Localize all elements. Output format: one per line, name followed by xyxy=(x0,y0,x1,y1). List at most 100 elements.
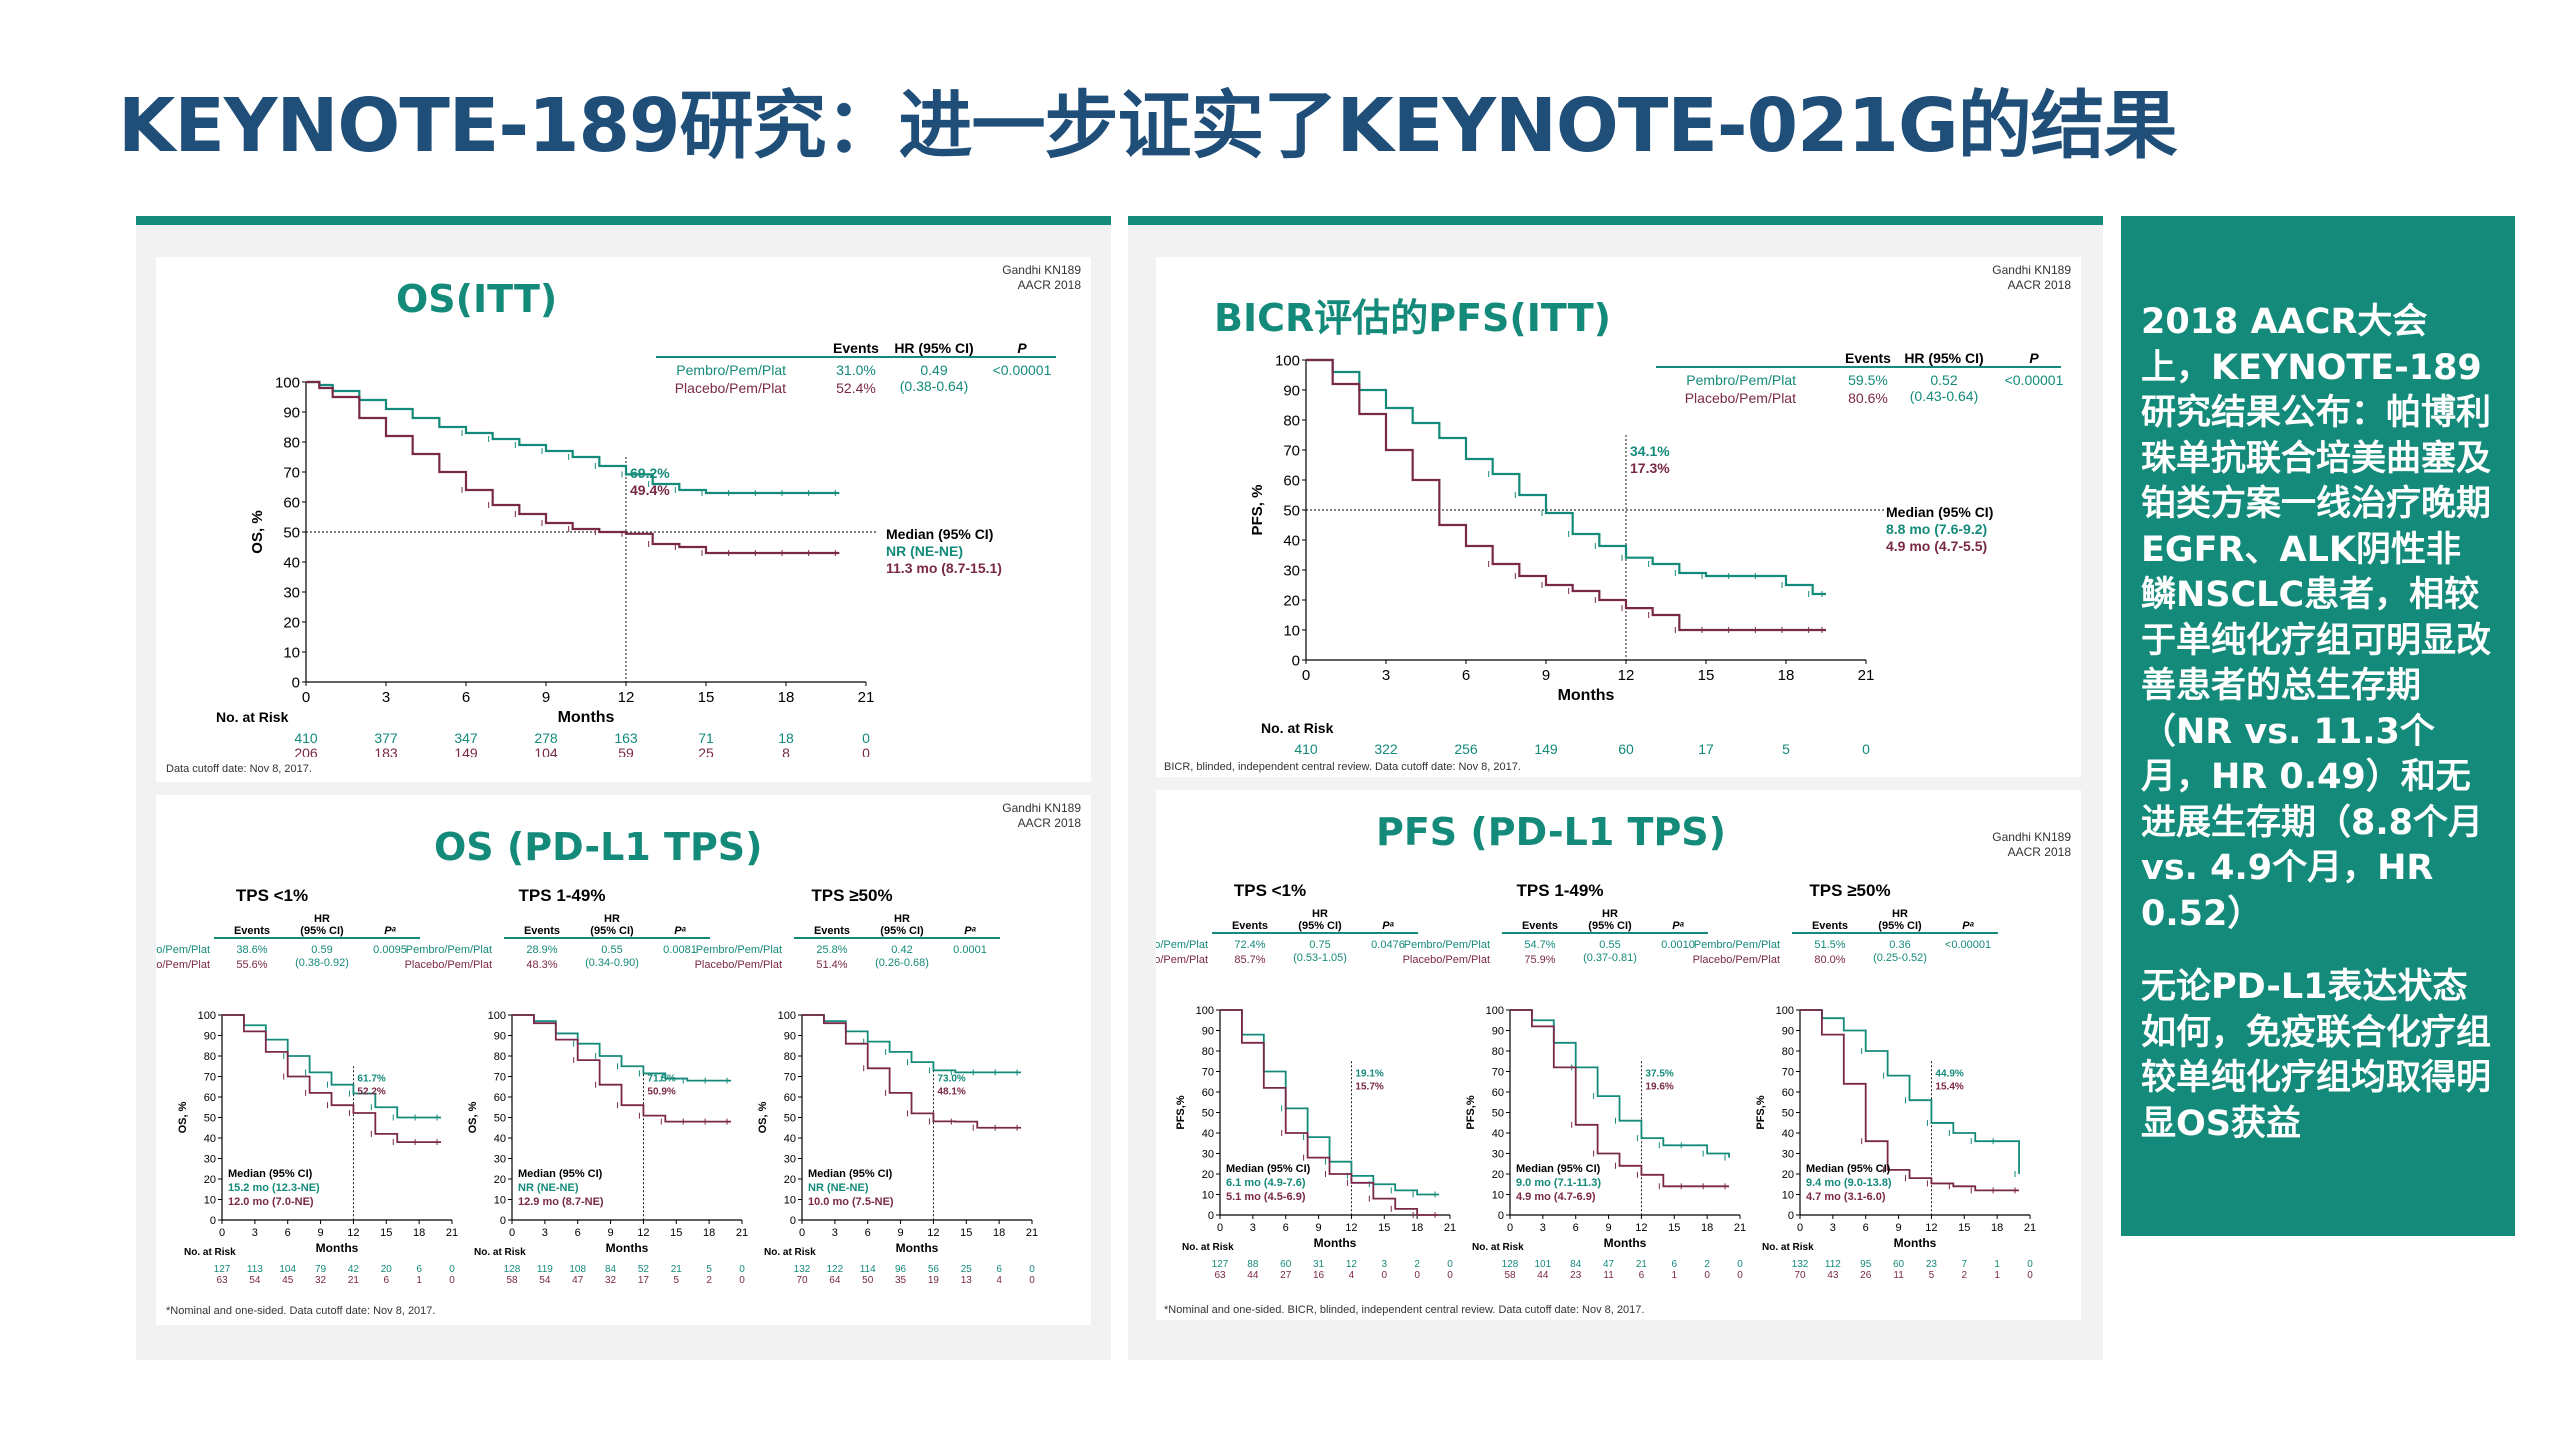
summary-paragraph-2: 无论PD-L1表达状态如何，免疫联合化疗组较单纯化疗组均取得明显OS获益 xyxy=(2141,967,2492,1144)
subplot-title: TPS <1% xyxy=(1234,881,1306,900)
x-tick-label: 12 xyxy=(1635,1222,1647,1234)
at-risk-count: 6 xyxy=(1639,1270,1645,1281)
y-tick-label: 70 xyxy=(204,1071,216,1083)
y-tick-label: 40 xyxy=(204,1133,216,1145)
at-risk-count: 5 xyxy=(674,1275,680,1286)
at-risk-title: No. at Risk xyxy=(1472,1242,1524,1253)
y-tick-label: 10 xyxy=(784,1194,796,1206)
events-value: 48.3% xyxy=(526,959,557,971)
pfs-tps-title: PFS (PD-L1 TPS) xyxy=(1376,810,1727,854)
x-tick-label: 9 xyxy=(1542,667,1550,684)
at-risk-count: 0 xyxy=(1414,1270,1420,1281)
at-risk-count: 35 xyxy=(895,1275,907,1286)
landmark-label: 44.9% xyxy=(1935,1068,1963,1079)
y-tick-label: 40 xyxy=(1202,1128,1214,1140)
series-label: Pembro/Pem/Plat xyxy=(696,944,782,956)
at-risk-count: 84 xyxy=(1570,1259,1582,1270)
p-value: <0.00001 xyxy=(2005,372,2064,388)
os-tps-title: OS (PD-L1 TPS) xyxy=(434,825,763,869)
at-risk-count: 42 xyxy=(348,1264,360,1275)
y-tick-label: 50 xyxy=(204,1112,216,1124)
y-tick-label: 20 xyxy=(784,1174,796,1186)
median-value: 4.7 mo (3.1-6.0) xyxy=(1806,1191,1886,1203)
citation: Gandhi KN189 AACR 2018 xyxy=(1992,830,2071,860)
y-tick-label: 50 xyxy=(784,1112,796,1124)
at-risk-count: 104 xyxy=(279,1264,296,1275)
at-risk-count: 63 xyxy=(216,1275,228,1286)
y-tick-label: 80 xyxy=(283,434,300,451)
events-value: 54.7% xyxy=(1524,939,1555,951)
os-panel: Gandhi KN189 AACR 2018 OS(ITT) Events HR … xyxy=(136,216,1111,1360)
y-tick-label: 80 xyxy=(1202,1046,1214,1058)
y-tick-label: 30 xyxy=(283,584,300,601)
x-tick-label: 6 xyxy=(1283,1222,1289,1234)
table-header: Events xyxy=(833,340,879,356)
x-tick-label: 9 xyxy=(1606,1222,1612,1234)
at-risk-count: 128 xyxy=(1502,1259,1519,1270)
median-header: Median (95% CI) xyxy=(228,1168,313,1180)
slide-title: KEYNOTE-189研究：进一步证实了KEYNOTE-021G的结果 xyxy=(118,83,2178,169)
at-risk-count: 0 xyxy=(1737,1259,1743,1270)
at-risk-count: 149 xyxy=(454,745,478,757)
y-tick-label: 10 xyxy=(204,1194,216,1206)
events-value: 55.6% xyxy=(236,959,267,971)
events-value: 51.5% xyxy=(1814,939,1845,951)
at-risk-count: 0 xyxy=(1029,1264,1035,1275)
table-header: Pᵃ xyxy=(964,925,976,937)
hr-value: 0.55 xyxy=(1599,939,1620,951)
km-curve-pembro xyxy=(1220,1009,1440,1196)
x-tick-label: 6 xyxy=(1863,1222,1869,1234)
y-tick-label: 10 xyxy=(1202,1189,1214,1201)
at-risk-count: 60 xyxy=(1893,1259,1905,1270)
at-risk-count: 0 xyxy=(449,1264,455,1275)
p-value: 0.0476 xyxy=(1371,939,1405,951)
x-tick-label: 15 xyxy=(670,1227,682,1239)
median-value: 9.4 mo (9.0-13.8) xyxy=(1806,1177,1892,1189)
km-curve-placebo xyxy=(1220,1009,1440,1216)
hr-ci: (0.25-0.52) xyxy=(1873,952,1927,964)
at-risk-count: 0 xyxy=(1862,756,1870,757)
median-value: 4.9 mo (4.7-5.5) xyxy=(1886,538,1987,554)
x-tick-label: 21 xyxy=(1444,1222,1456,1234)
y-tick-label: 80 xyxy=(784,1051,796,1063)
median-header: Median (95% CI) xyxy=(1886,504,1993,520)
at-risk-count: 70 xyxy=(1794,1270,1806,1281)
at-risk-count: 0 xyxy=(862,730,870,746)
y-axis-title: OS, % xyxy=(249,510,266,553)
hr-value: 0.42 xyxy=(891,944,912,956)
at-risk-count: 11 xyxy=(1893,1270,1904,1281)
events-value: 80.6% xyxy=(1848,390,1888,406)
y-tick-label: 40 xyxy=(1283,532,1300,549)
at-risk-count: 58 xyxy=(506,1275,518,1286)
y-tick-label: 100 xyxy=(1486,1005,1504,1017)
median-header: Median (95% CI) xyxy=(886,526,993,542)
table-header: HR xyxy=(1892,908,1908,920)
citation: Gandhi KN189 AACR 2018 xyxy=(1002,801,1081,831)
citation-line-2: AACR 2018 xyxy=(2007,845,2071,859)
y-tick-label: 40 xyxy=(784,1133,796,1145)
y-tick-label: 30 xyxy=(1283,562,1300,579)
series-label: Placebo/Pem/Plat xyxy=(675,380,786,396)
y-tick-label: 60 xyxy=(1782,1087,1794,1099)
km-curve-pembro xyxy=(1800,1009,2020,1174)
median-value: 8.8 mo (7.6-9.2) xyxy=(1886,521,1987,537)
at-risk-count: 11 xyxy=(1603,1270,1614,1281)
x-tick-label: 18 xyxy=(1991,1222,2003,1234)
y-tick-label: 70 xyxy=(1202,1066,1214,1078)
y-tick-label: 40 xyxy=(283,554,300,571)
median-value: NR (NE-NE) xyxy=(808,1182,869,1194)
at-risk-count: 23 xyxy=(1570,1270,1582,1281)
x-tick-label: 3 xyxy=(382,689,390,706)
at-risk-count: 2 xyxy=(1962,1270,1968,1281)
at-risk-count: 0 xyxy=(1447,1270,1453,1281)
at-risk-title: No. at Risk xyxy=(1762,1242,1814,1253)
table-header: HR xyxy=(604,913,620,925)
km-curve-placebo xyxy=(1800,1009,2020,1192)
x-tick-label: 9 xyxy=(318,1227,324,1239)
at-risk-title: No. at Risk xyxy=(1182,1242,1234,1253)
x-tick-label: 18 xyxy=(778,689,795,706)
y-axis-title: OS, % xyxy=(467,1101,479,1133)
y-tick-label: 60 xyxy=(1492,1087,1504,1099)
at-risk-count: 18 xyxy=(778,730,794,746)
at-risk-count: 27 xyxy=(1280,1270,1292,1281)
